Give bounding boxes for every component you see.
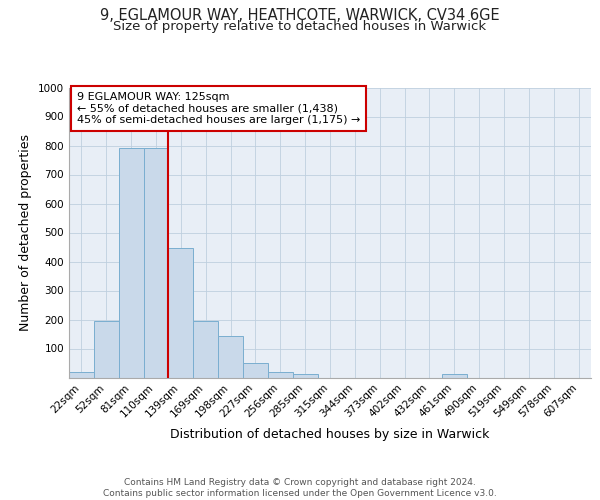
- Bar: [169, 248, 193, 378]
- Bar: [143, 148, 169, 378]
- Bar: [243, 363, 268, 378]
- Bar: [119, 148, 143, 378]
- Text: 9, EGLAMOUR WAY, HEATHCOTE, WARWICK, CV34 6GE: 9, EGLAMOUR WAY, HEATHCOTE, WARWICK, CV3…: [100, 8, 500, 22]
- Text: Size of property relative to detached houses in Warwick: Size of property relative to detached ho…: [113, 20, 487, 33]
- Bar: [268, 372, 293, 378]
- Text: Contains HM Land Registry data © Crown copyright and database right 2024.
Contai: Contains HM Land Registry data © Crown c…: [103, 478, 497, 498]
- Bar: [293, 374, 317, 378]
- Y-axis label: Number of detached properties: Number of detached properties: [19, 134, 32, 331]
- Bar: [218, 336, 243, 378]
- Bar: [69, 372, 94, 378]
- Bar: [442, 374, 467, 378]
- Text: 9 EGLAMOUR WAY: 125sqm
← 55% of detached houses are smaller (1,438)
45% of semi-: 9 EGLAMOUR WAY: 125sqm ← 55% of detached…: [77, 92, 360, 125]
- X-axis label: Distribution of detached houses by size in Warwick: Distribution of detached houses by size …: [170, 428, 490, 440]
- Bar: [94, 321, 119, 378]
- Bar: [193, 321, 218, 378]
